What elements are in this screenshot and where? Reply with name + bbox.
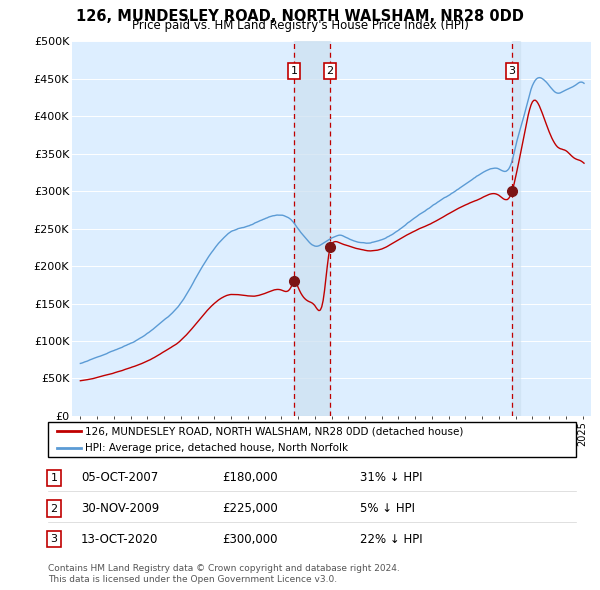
- Text: 126, MUNDESLEY ROAD, NORTH WALSHAM, NR28 0DD (detached house): 126, MUNDESLEY ROAD, NORTH WALSHAM, NR28…: [85, 427, 464, 436]
- Text: 126, MUNDESLEY ROAD, NORTH WALSHAM, NR28 0DD: 126, MUNDESLEY ROAD, NORTH WALSHAM, NR28…: [76, 9, 524, 24]
- Text: 3: 3: [50, 535, 58, 544]
- Text: HPI: Average price, detached house, North Norfolk: HPI: Average price, detached house, Nort…: [85, 444, 349, 453]
- Text: 2: 2: [326, 66, 334, 76]
- Text: 31% ↓ HPI: 31% ↓ HPI: [360, 471, 422, 484]
- Text: 05-OCT-2007: 05-OCT-2007: [81, 471, 158, 484]
- Text: £225,000: £225,000: [222, 502, 278, 515]
- Text: £180,000: £180,000: [222, 471, 278, 484]
- Text: 2: 2: [50, 504, 58, 513]
- Text: 1: 1: [50, 473, 58, 483]
- Text: 1: 1: [290, 66, 298, 76]
- Text: 22% ↓ HPI: 22% ↓ HPI: [360, 533, 422, 546]
- Text: This data is licensed under the Open Government Licence v3.0.: This data is licensed under the Open Gov…: [48, 575, 337, 584]
- Text: 5% ↓ HPI: 5% ↓ HPI: [360, 502, 415, 515]
- Text: 13-OCT-2020: 13-OCT-2020: [81, 533, 158, 546]
- Text: Contains HM Land Registry data © Crown copyright and database right 2024.: Contains HM Land Registry data © Crown c…: [48, 565, 400, 573]
- Text: 30-NOV-2009: 30-NOV-2009: [81, 502, 159, 515]
- Bar: [512, 41, 520, 416]
- Text: Price paid vs. HM Land Registry's House Price Index (HPI): Price paid vs. HM Land Registry's House …: [131, 19, 469, 32]
- Text: £300,000: £300,000: [222, 533, 277, 546]
- Bar: [294, 41, 330, 416]
- Text: 3: 3: [508, 66, 515, 76]
